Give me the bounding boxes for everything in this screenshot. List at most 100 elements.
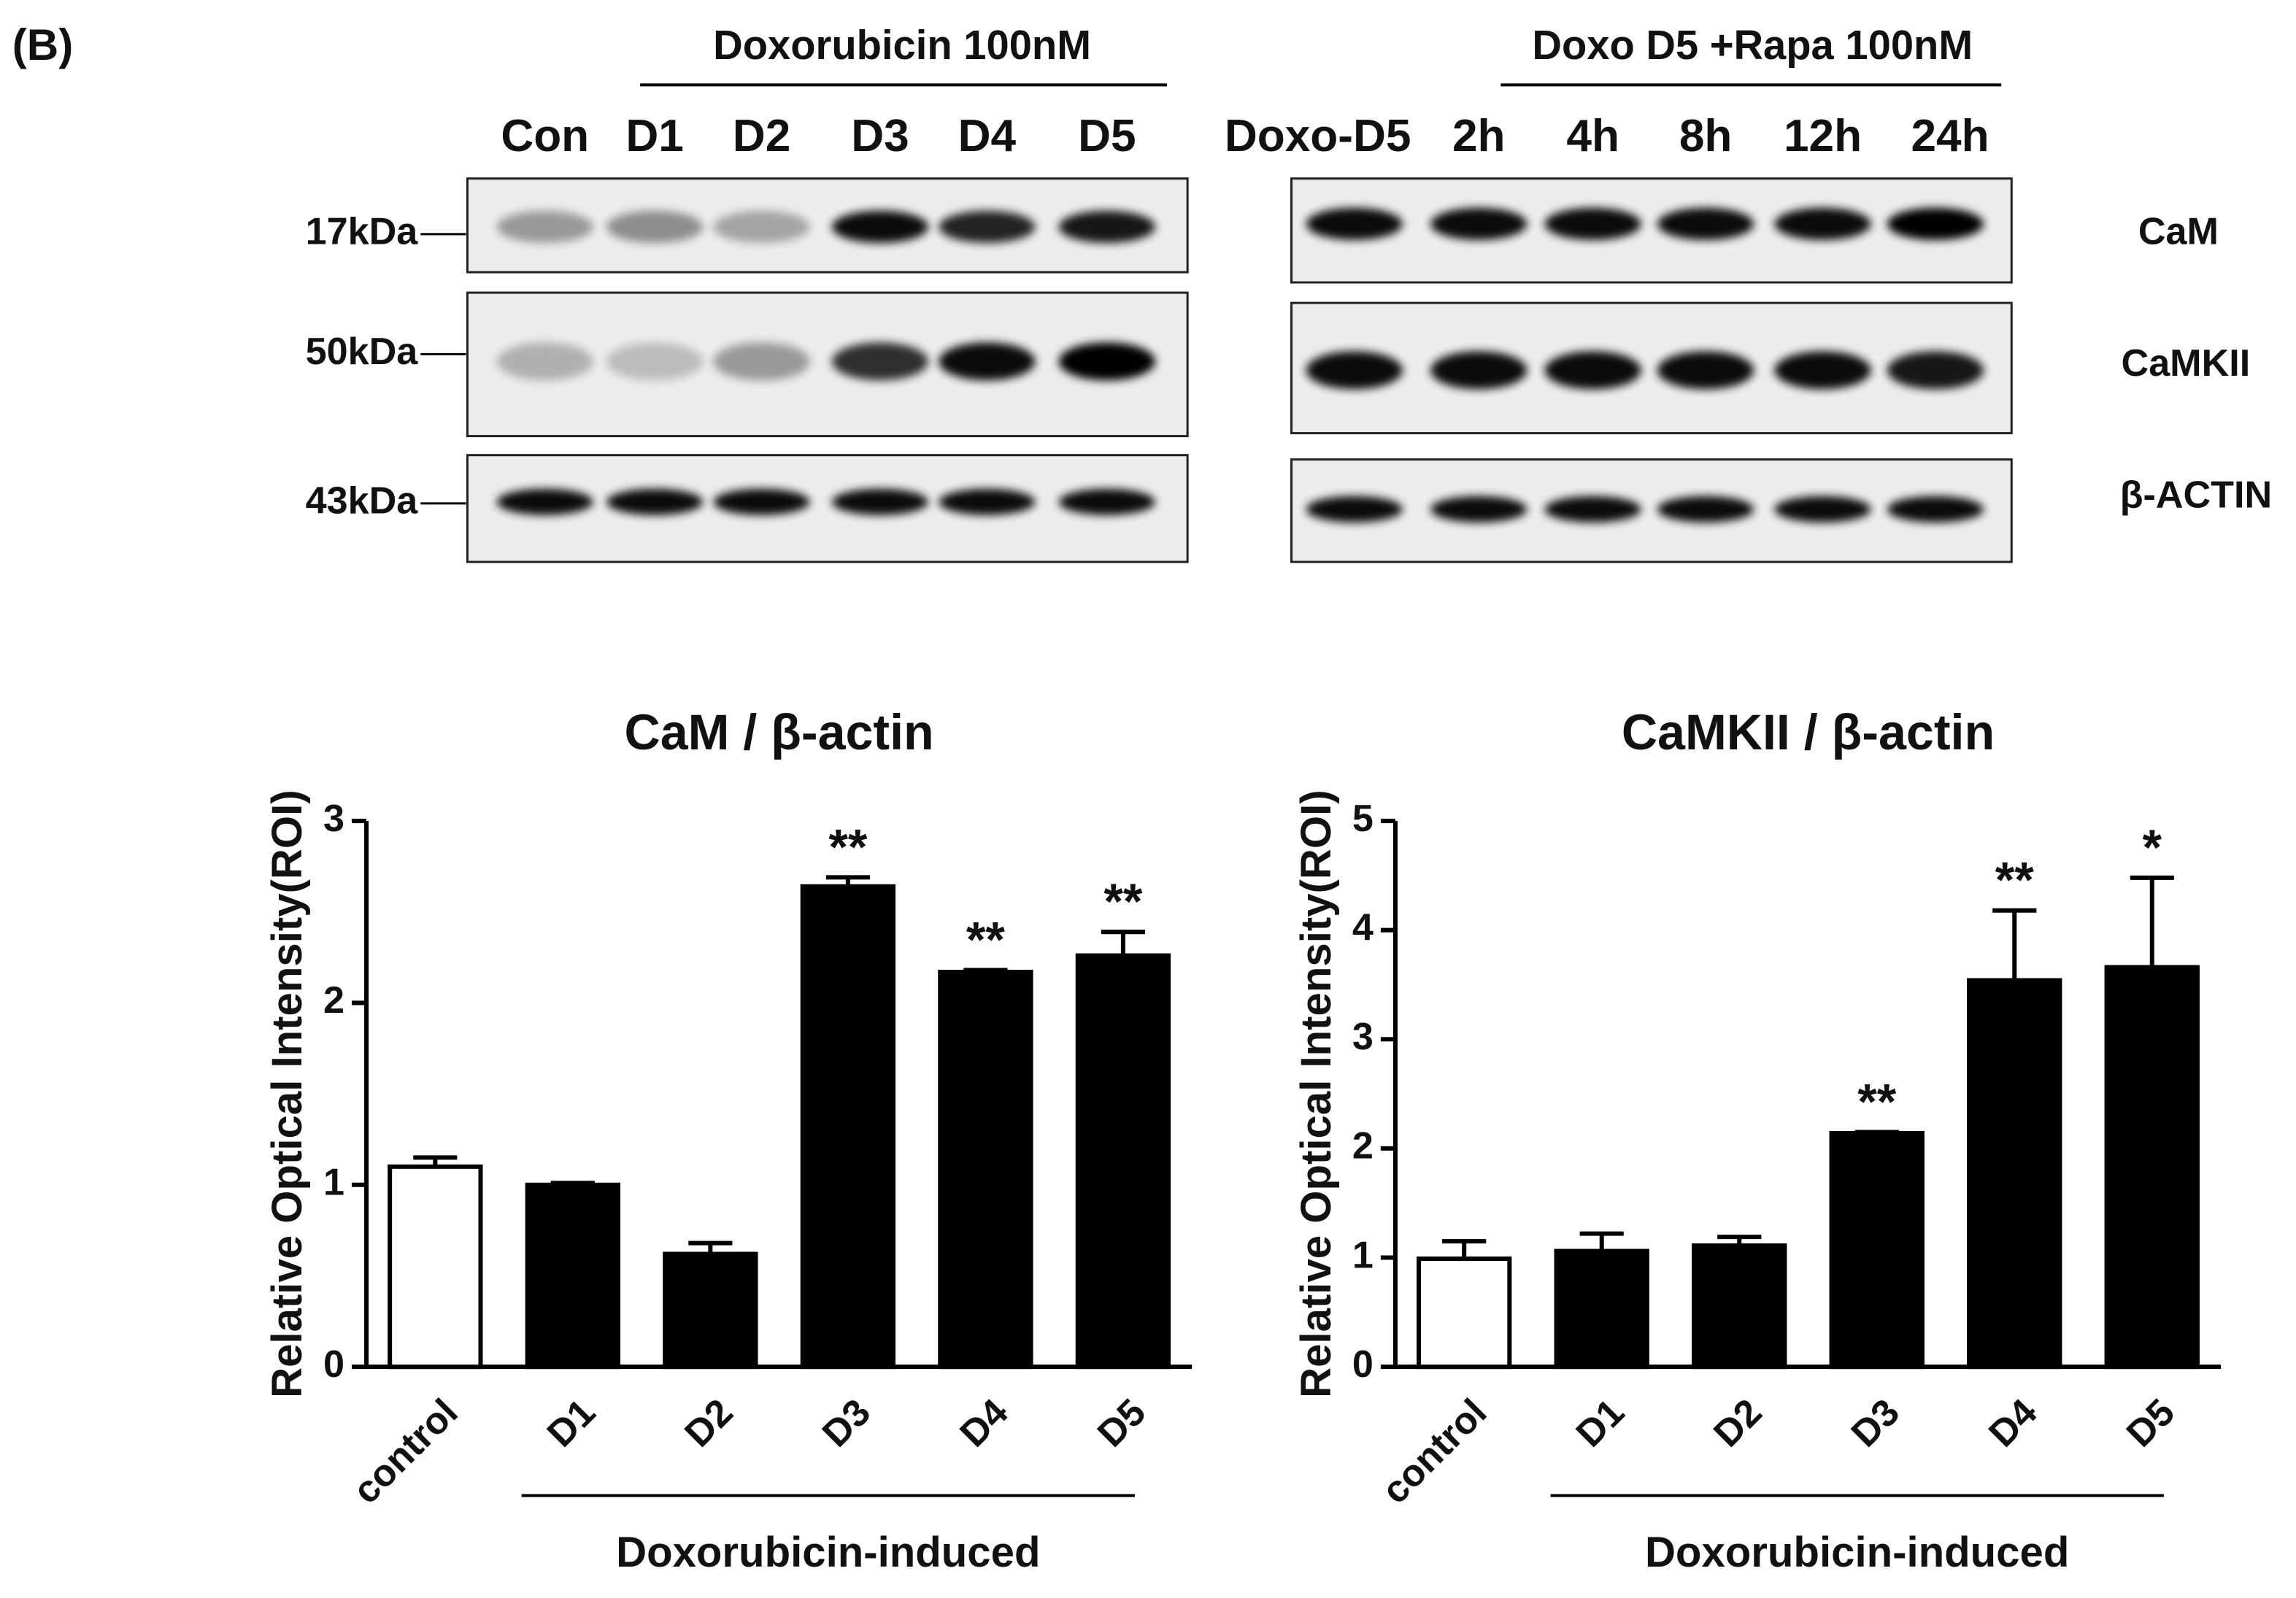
x-tick-label: D1 (1568, 1391, 1633, 1455)
panel-label: (B) (12, 20, 74, 69)
blot-header: Doxorubicin 100nM (713, 22, 1091, 68)
band (1544, 207, 1641, 240)
band (1774, 495, 1871, 522)
lane-label: 8h (1679, 111, 1733, 161)
band (606, 342, 704, 381)
y-tick-label: 1 (323, 1162, 344, 1204)
bar (388, 1164, 483, 1370)
band (939, 342, 1036, 381)
bar (1554, 1248, 1649, 1370)
group-label: Doxorubicin-induced (616, 1529, 1040, 1576)
bar (1075, 953, 1171, 1370)
y-tick-label: 3 (323, 798, 344, 840)
protein-label: β-ACTIN (2120, 474, 2272, 517)
chart-title: CaM / β-actin (625, 705, 934, 760)
band (606, 488, 704, 515)
band (1430, 495, 1528, 522)
size-marker: 43kDa (306, 480, 419, 522)
band (1657, 351, 1754, 390)
lane-label: 2h (1452, 111, 1506, 161)
lane-label: Con (501, 111, 589, 161)
y-tick-label: 0 (1352, 1343, 1374, 1386)
y-tick-label: 3 (1352, 1016, 1374, 1058)
lane-label: 12h (1784, 111, 1862, 161)
band (713, 210, 810, 243)
bar (2104, 965, 2200, 1370)
band (1430, 207, 1528, 240)
lane-label: 24h (1911, 111, 1989, 161)
group-label: Doxorubicin-induced (1645, 1529, 2069, 1576)
protein-label: CaM (2138, 211, 2219, 253)
band (1887, 351, 1984, 390)
band (939, 210, 1036, 243)
band (831, 342, 929, 381)
band (606, 210, 704, 243)
x-tick-label: D3 (814, 1391, 879, 1455)
band (939, 488, 1036, 515)
size-marker: 17kDa (306, 211, 419, 253)
lane-label: 4h (1566, 111, 1619, 161)
y-tick-label: 5 (1352, 798, 1374, 840)
band (1657, 207, 1754, 240)
x-tick-label: D5 (2119, 1391, 2183, 1455)
y-tick-label: 2 (323, 979, 344, 1022)
bar (663, 1251, 758, 1370)
x-tick-label: D2 (677, 1391, 741, 1455)
bar (1692, 1243, 1787, 1370)
bar (1967, 978, 2062, 1370)
band (1058, 342, 1156, 381)
significance-label: ** (1103, 874, 1143, 930)
x-tick-label: D3 (1844, 1391, 1908, 1455)
band (1430, 351, 1528, 390)
band (1887, 207, 1984, 240)
band (1774, 207, 1871, 240)
lane-label: D2 (733, 111, 790, 161)
chart-title: CaMKII / β-actin (1622, 705, 1995, 760)
band (1306, 207, 1403, 240)
band (831, 488, 929, 515)
y-tick-label: 4 (1352, 906, 1374, 949)
y-tick-label: 0 (323, 1343, 344, 1386)
band (713, 342, 810, 381)
y-tick-label: 1 (1352, 1234, 1374, 1276)
bar (800, 884, 896, 1370)
significance-label: ** (1857, 1074, 1897, 1130)
band (496, 210, 593, 243)
size-marker: 50kDa (306, 331, 419, 373)
significance-label: * (2143, 820, 2162, 876)
blot-header: Doxo D5 +Rapa 100nM (1532, 22, 1973, 68)
band (1657, 495, 1754, 522)
lane-label: D4 (958, 111, 1017, 161)
bar (1829, 1130, 1925, 1370)
y-axis-label: Relative Optical Intensity(ROI) (263, 790, 311, 1398)
significance-label: ** (1995, 853, 2035, 908)
x-tick-label: D4 (952, 1391, 1017, 1455)
band (1774, 351, 1871, 390)
band (713, 488, 810, 515)
band (1544, 351, 1641, 390)
lane-label: D1 (625, 111, 683, 161)
bar (938, 970, 1033, 1370)
x-tick-label: D4 (1981, 1391, 2045, 1455)
bar (1417, 1257, 1512, 1370)
x-tick-label: D2 (1706, 1391, 1770, 1455)
band (1058, 488, 1156, 515)
band (1306, 495, 1403, 522)
band (1887, 495, 1984, 522)
y-axis-label: Relative Optical Intensity(ROI) (1293, 790, 1340, 1398)
band (831, 210, 929, 243)
x-tick-label: D5 (1090, 1391, 1154, 1455)
band (496, 342, 593, 381)
band (1306, 351, 1403, 390)
x-tick-label: control (345, 1391, 466, 1512)
band (1544, 495, 1641, 522)
band (496, 488, 593, 515)
significance-label: ** (828, 819, 868, 875)
band (1058, 210, 1156, 243)
lane-label: D3 (851, 111, 909, 161)
lane-label: D5 (1078, 111, 1136, 161)
protein-label: CaMKII (2122, 342, 2251, 385)
bar (525, 1182, 621, 1370)
